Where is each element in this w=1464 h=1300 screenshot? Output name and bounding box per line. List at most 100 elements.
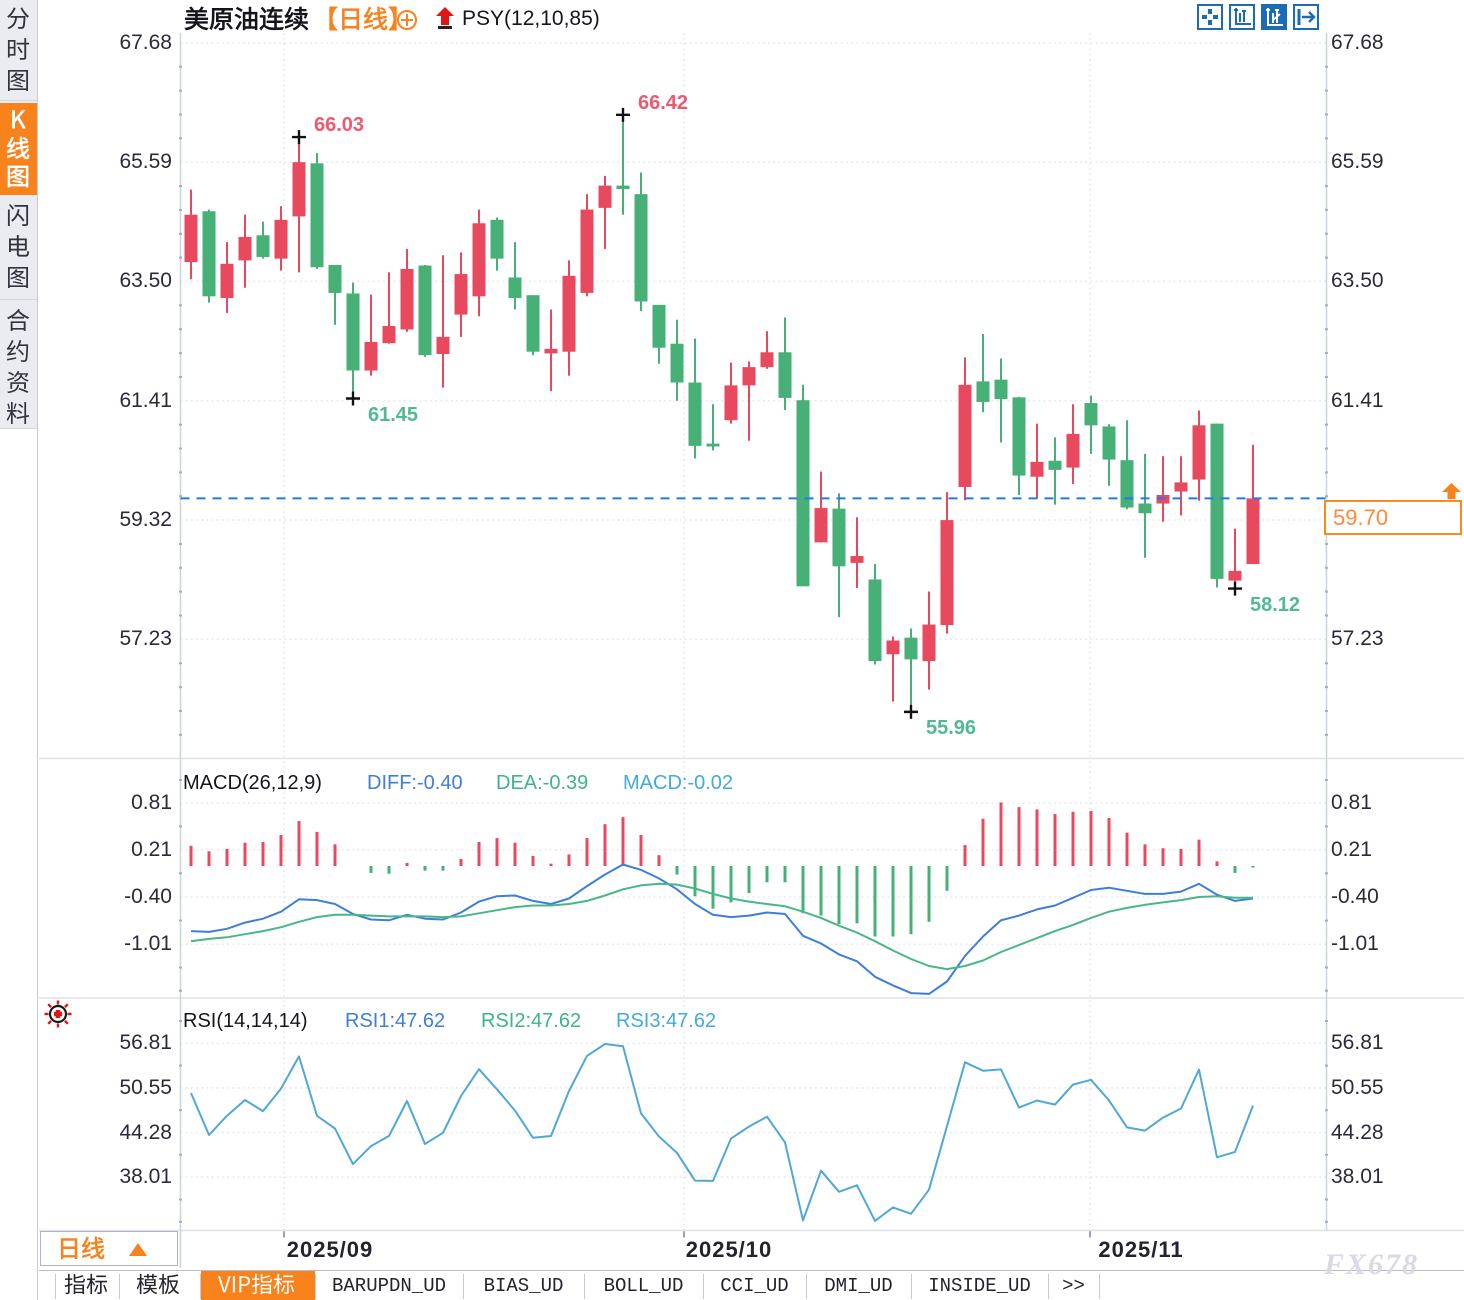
tab-bias-ud[interactable]: BIAS_UD xyxy=(463,1271,584,1300)
macd-indicator-name[interactable]: MACD(26,12,9) xyxy=(183,772,322,794)
sidebar-item-flash-chart[interactable] xyxy=(0,199,37,296)
axis-minor-tick xyxy=(179,1109,182,1112)
extreme-cross-marker xyxy=(1228,581,1242,596)
tab-indicators[interactable] xyxy=(55,1271,119,1300)
axis-minor-tick xyxy=(1325,733,1328,736)
rsi-line xyxy=(190,1043,1254,1222)
candle-body xyxy=(490,219,504,259)
watermark: FX678 xyxy=(1324,1248,1420,1281)
candle-body xyxy=(778,352,792,398)
period-selector[interactable] xyxy=(40,1231,178,1266)
sidebar-item-contract-info[interactable] xyxy=(0,304,37,426)
candle-body xyxy=(724,385,738,421)
axis-minor-tick xyxy=(179,590,182,593)
axis-minor-tick xyxy=(1325,447,1328,450)
tab-label: >> xyxy=(1062,1275,1085,1297)
tab-more[interactable]: >> xyxy=(1048,1271,1099,1300)
axis-minor-tick xyxy=(1325,1220,1328,1223)
date-axis-label: 2025/10 xyxy=(685,1237,773,1262)
axis-minor-tick xyxy=(179,232,182,235)
low-price-annotation: 58.12 xyxy=(1249,593,1301,616)
extreme-cross-marker xyxy=(904,704,918,719)
axis-minor-tick xyxy=(1325,256,1328,259)
sidebar-item-kline-chart[interactable] xyxy=(0,103,37,195)
axis-minor-tick xyxy=(179,872,182,875)
macd-axis-label-left: 0.21 xyxy=(131,837,172,861)
up-arrow-icon[interactable] xyxy=(432,5,458,33)
axis-minor-tick xyxy=(1325,614,1328,617)
indicator-name-label[interactable]: PSY(12,10,85) xyxy=(462,7,600,30)
axis-minor-tick xyxy=(1325,1064,1328,1067)
axis-minor-tick xyxy=(179,919,182,922)
candle-body xyxy=(1228,570,1242,581)
crosshair-icon[interactable] xyxy=(1197,4,1223,30)
tab-separator xyxy=(1048,1274,1049,1299)
candle-body xyxy=(472,223,486,297)
axis-minor-tick xyxy=(179,304,182,307)
tab-separator xyxy=(703,1274,704,1299)
candle-body xyxy=(958,384,972,487)
candle-body xyxy=(1030,461,1044,477)
candle-body xyxy=(1066,433,1080,468)
extreme-cross-marker xyxy=(616,107,630,122)
price-axis-label-left: 63.50 xyxy=(119,269,172,293)
sidebar-separator xyxy=(0,428,37,429)
axis-minor-tick xyxy=(1325,232,1328,235)
rsi-indicator-name[interactable]: RSI(14,14,14) xyxy=(183,1010,308,1032)
candle-body xyxy=(652,304,666,348)
axis-minor-tick xyxy=(179,566,182,569)
tab-templates[interactable] xyxy=(119,1271,199,1300)
target-icon[interactable] xyxy=(396,9,420,33)
axis-minor-tick xyxy=(1325,1198,1328,1201)
axis-minor-tick xyxy=(1325,328,1328,331)
candle-body xyxy=(1246,498,1260,565)
tab-cci-ud[interactable]: CCI_UD xyxy=(703,1271,806,1300)
period-selector-label[interactable] xyxy=(57,1236,107,1264)
rsi-axis-label-left: 44.28 xyxy=(119,1120,172,1144)
candle-body xyxy=(1120,460,1134,508)
sidebar-separator xyxy=(0,100,37,101)
candle-body xyxy=(796,400,810,587)
rsi3-value: RSI3:47.62 xyxy=(616,1010,717,1032)
indicator-settings-sun-icon[interactable] xyxy=(44,1000,72,1028)
candle-body xyxy=(1102,426,1116,460)
macd-diff-value: DIFF:-0.40 xyxy=(367,772,463,794)
pan-right-icon[interactable] xyxy=(1293,4,1319,30)
axes-chart-icon[interactable] xyxy=(1229,4,1255,30)
tab-label: BARUPDN_UD xyxy=(331,1275,447,1297)
tab-dmi-ud[interactable]: DMI_UD xyxy=(806,1271,911,1300)
axis-minor-tick xyxy=(1325,566,1328,569)
tab-inside-ud[interactable]: INSIDE_UD xyxy=(911,1271,1048,1300)
period-tag[interactable] xyxy=(313,6,415,35)
candle-body xyxy=(400,268,414,330)
axis-minor-tick xyxy=(1325,872,1328,875)
candle-body xyxy=(544,348,558,354)
candle-body xyxy=(814,508,828,543)
price-up-marker-icon xyxy=(1442,483,1461,499)
candle-body xyxy=(310,163,324,268)
candle-body xyxy=(670,343,684,383)
macd-value: MACD:-0.02 xyxy=(623,772,734,794)
rsi-axis-label-left: 56.81 xyxy=(119,1031,172,1055)
candle-body xyxy=(274,219,288,259)
axis-minor-tick xyxy=(179,352,182,355)
tab-barupdn-ud[interactable]: BARUPDN_UD xyxy=(315,1271,463,1300)
macd-dea-value: DEA:-0.39 xyxy=(496,772,589,794)
axes-chart-filled-icon[interactable] xyxy=(1261,4,1287,30)
axis-minor-tick xyxy=(179,614,182,617)
axis-minor-tick xyxy=(1325,352,1328,355)
rsi-axis-label-right: 44.28 xyxy=(1331,1120,1384,1144)
tab-separator xyxy=(55,1274,56,1299)
high-price-annotation: 66.42 xyxy=(637,91,689,114)
axis-minor-tick xyxy=(179,825,182,828)
tab-vip-indicators[interactable] xyxy=(201,1271,315,1300)
macd-axis-label-right: -1.01 xyxy=(1331,932,1379,956)
candle-body xyxy=(580,209,594,293)
period-dropdown-arrow-icon[interactable] xyxy=(127,1241,149,1259)
candle-body xyxy=(940,520,954,626)
sidebar-item-time-chart[interactable] xyxy=(0,2,37,98)
tab-label: INSIDE_UD xyxy=(928,1275,1031,1297)
axis-minor-tick xyxy=(179,447,182,450)
tab-boll-ud[interactable]: BOLL_UD xyxy=(584,1271,703,1300)
